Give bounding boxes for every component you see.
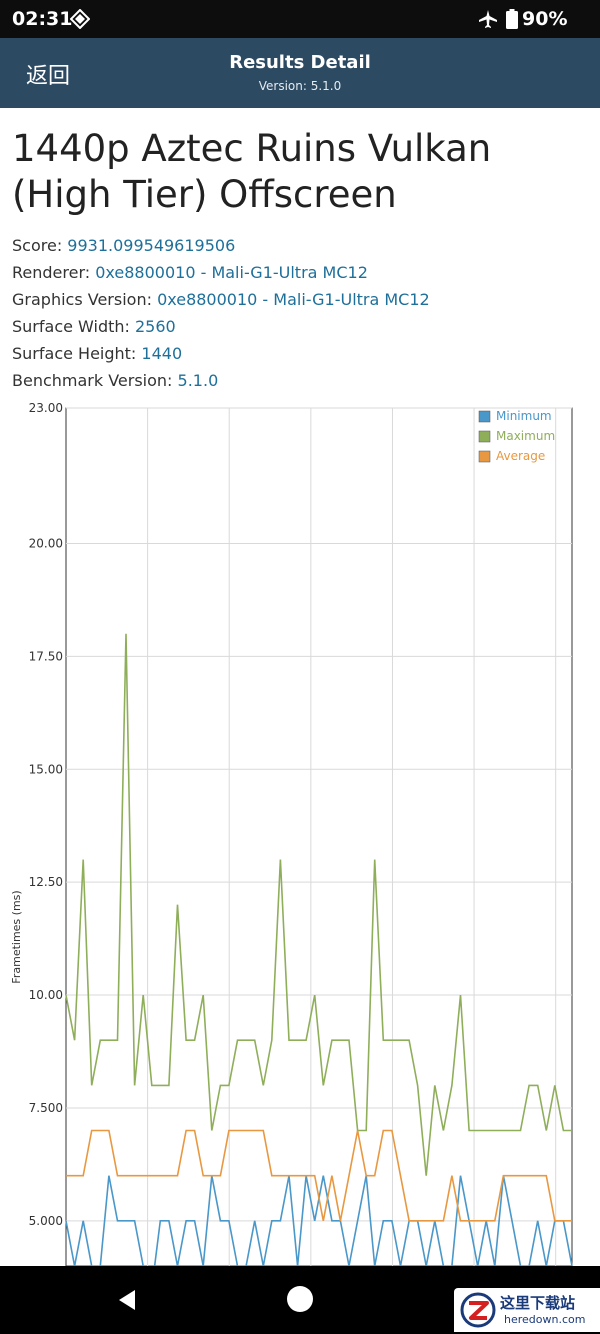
info-label: Renderer:: [12, 263, 96, 282]
nav-home-button[interactable]: [287, 1286, 313, 1312]
test-info: Score: 9931.099549619506 Renderer: 0xe88…: [12, 232, 430, 394]
frametime-chart: 23.00 20.00 17.50 15.00 12.50 10.00 7.500 5.000…: [10, 401, 573, 1266]
info-value: 0xe8800010 - Mali-G1-Ultra MC12: [95, 263, 368, 282]
y-tick-label: 17.50: [29, 649, 63, 663]
version-label: Version: 5.1.0: [258, 79, 342, 93]
info-value: 5.1.0: [177, 371, 219, 390]
airplane-mode-icon: [479, 10, 497, 28]
y-tick-label: 23.00: [29, 401, 63, 415]
watermark-name: 这里下载站: [500, 1294, 576, 1312]
y-axis-label: Frametimes (ms): [10, 890, 23, 983]
info-value: 9931.099549619506: [67, 236, 236, 255]
battery-icon: [506, 9, 518, 29]
info-row-graphics-version: Graphics Version: 0xe8800010 - Mali-G1-U…: [12, 286, 430, 313]
plot-area: [65, 407, 573, 1266]
y-tick-label: 12.50: [29, 875, 63, 889]
info-row-renderer: Renderer: 0xe8800010 - Mali-G1-Ultra MC1…: [12, 259, 430, 286]
info-row-surface-width: Surface Width: 2560: [12, 313, 430, 340]
info-row-benchmark-version: Benchmark Version: 5.1.0: [12, 367, 430, 394]
info-label: Benchmark Version:: [12, 371, 178, 390]
info-value: 1440: [141, 344, 183, 363]
back-button[interactable]: 返回: [26, 64, 71, 89]
series-line-maximum: [65, 633, 572, 1176]
info-value: 0xe8800010 - Mali-G1-Ultra MC12: [157, 290, 430, 309]
series-line-average: [66, 1129, 572, 1222]
app-bar: 返回 Results Detail Version: 5.1.0: [0, 38, 600, 108]
legend-label: Average: [496, 449, 545, 463]
legend-label: Maximum: [496, 429, 555, 443]
info-label: Score:: [12, 236, 68, 255]
watermark-url: heredown.com: [504, 1313, 586, 1326]
status-bar: 02:31 90%: [0, 0, 600, 38]
info-label: Graphics Version:: [12, 290, 158, 309]
legend-label: Minimum: [496, 409, 552, 423]
app-notification-icon: [70, 9, 90, 29]
legend-swatch: [478, 450, 491, 463]
nav-back-icon[interactable]: [115, 1288, 139, 1312]
legend-swatch: [478, 410, 491, 423]
site-watermark: 这里下载站 heredown.com: [454, 1288, 600, 1332]
y-tick-label: 20.00: [29, 536, 63, 550]
y-tick-label: 7.500: [29, 1101, 63, 1115]
battery-percent: 90%: [522, 8, 568, 30]
info-row-surface-height: Surface Height: 1440: [12, 340, 430, 367]
info-value: 2560: [135, 317, 176, 336]
info-label: Surface Height:: [12, 344, 142, 363]
y-tick-label: 5.000: [29, 1214, 63, 1228]
info-label: Surface Width:: [12, 317, 135, 336]
legend-swatch: [478, 430, 491, 443]
y-tick-label: 15.00: [29, 762, 63, 776]
status-time: 02:31: [12, 8, 73, 30]
test-title: 1440p Aztec Ruins Vulkan (High Tier) Off…: [12, 127, 492, 216]
page-title: Results Detail: [229, 52, 371, 73]
watermark-logo-icon: [460, 1292, 496, 1328]
info-row-score: Score: 9931.099549619506: [12, 232, 430, 259]
y-tick-label: 10.00: [29, 988, 63, 1002]
